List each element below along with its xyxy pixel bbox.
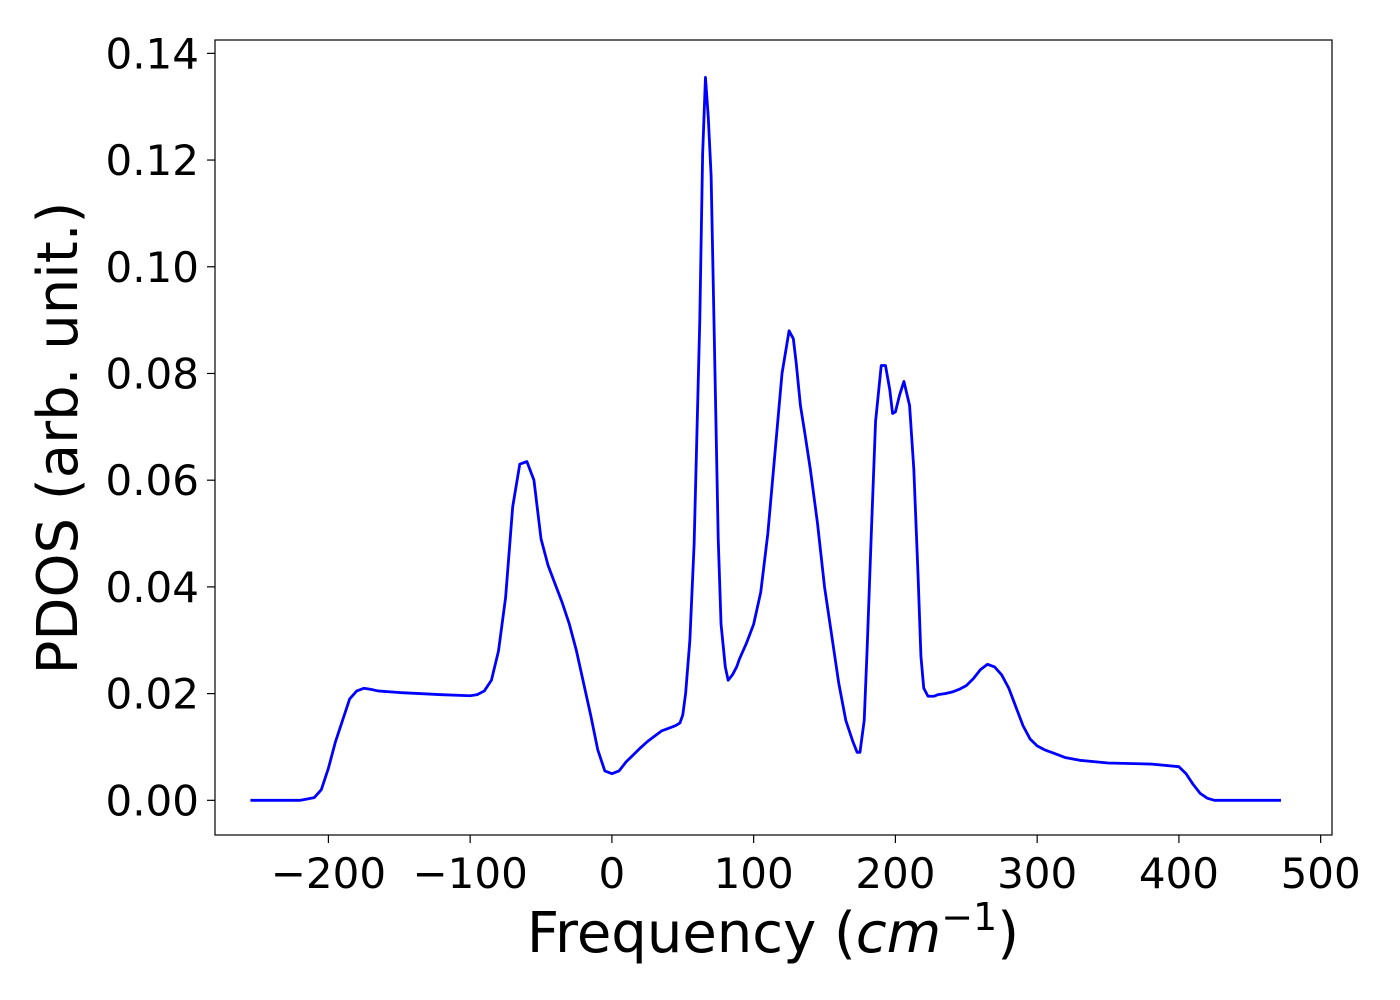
x-axis-ticks: −200 −100 0 100 200 300 400 500 [271, 835, 1361, 898]
y-tick-label: 0.04 [105, 563, 199, 612]
x-tick-label: 300 [997, 849, 1077, 898]
y-tick-label: 0.02 [105, 670, 199, 719]
x-tick-label: 400 [1139, 849, 1219, 898]
y-tick-label: 0.10 [105, 243, 199, 292]
x-tick-label: 200 [855, 849, 935, 898]
x-tick-label: 0 [599, 849, 626, 898]
x-tick-label: 100 [714, 849, 794, 898]
x-axis-label: Frequency (cm−1) [527, 895, 1019, 966]
x-tick-label: 500 [1281, 849, 1361, 898]
y-tick-label: 0.00 [105, 776, 199, 825]
x-tick-label: −200 [271, 849, 386, 898]
y-tick-label: 0.06 [105, 456, 199, 505]
y-tick-label: 0.12 [105, 136, 199, 185]
y-tick-label: 0.14 [105, 29, 199, 78]
plot-frame [214, 39, 1333, 836]
y-axis-ticks: 0.00 0.02 0.04 0.06 0.08 0.10 0.12 0.14 [105, 29, 215, 825]
x-tick-label: −100 [412, 849, 527, 898]
y-axis-label: PDOS (arb. unit.) [26, 202, 91, 675]
pdos-series-line [250, 75, 1281, 802]
y-tick-label: 0.08 [105, 349, 199, 398]
